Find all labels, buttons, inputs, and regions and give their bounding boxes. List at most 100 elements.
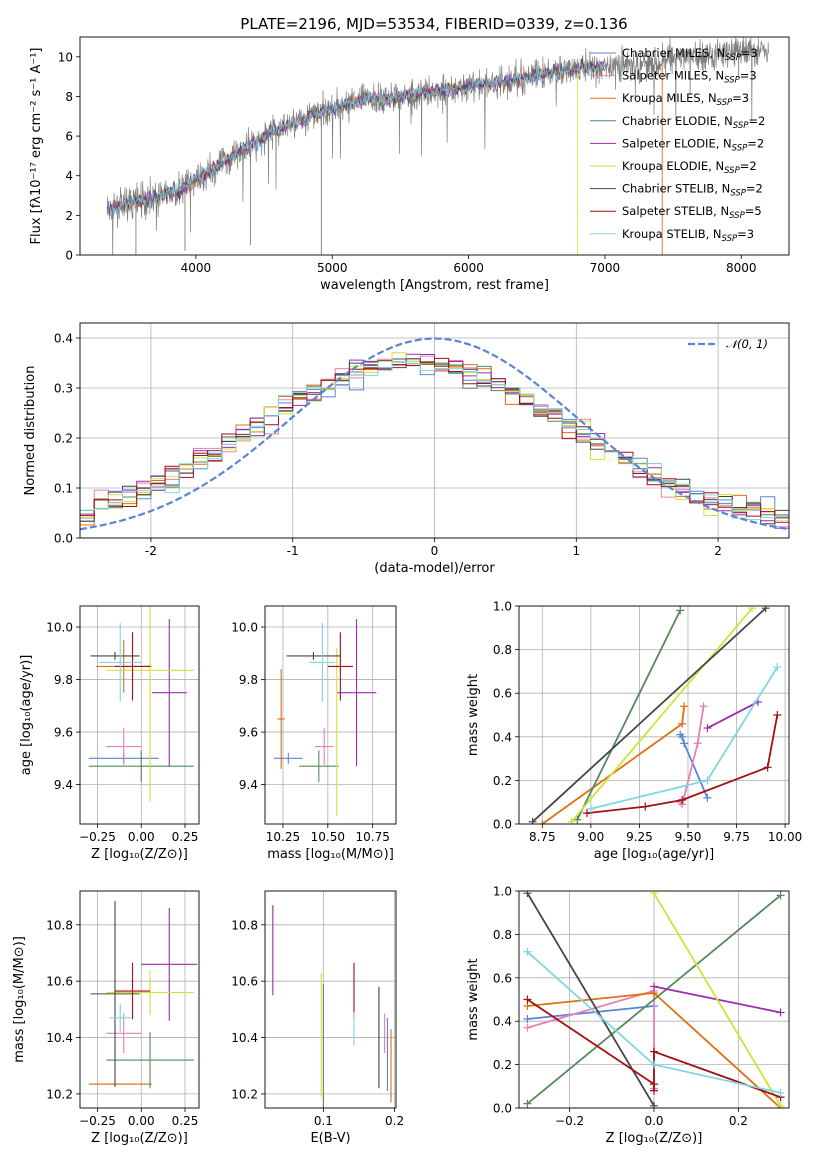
legend-text: Kroupa MILES, N bbox=[622, 91, 717, 105]
weight-marker-salpeter_miles bbox=[693, 739, 702, 748]
y-tick-label: 0.6 bbox=[493, 687, 512, 701]
model-spectrum-chabrier_stelib bbox=[106, 58, 606, 211]
x-axis-label: Z [log₁₀(Z/Z⊙)] bbox=[91, 1131, 188, 1146]
legend-value: =2 bbox=[746, 182, 763, 196]
legend-value: =5 bbox=[745, 204, 762, 218]
x-tick-label: 9.00 bbox=[578, 830, 605, 844]
y-tick-label: 10.8 bbox=[231, 918, 258, 932]
y-tick-label: 9.6 bbox=[54, 726, 73, 740]
legend-subscript: SSP bbox=[725, 53, 741, 63]
legend-entry: Salpeter STELIB, NSSP=5 bbox=[622, 204, 762, 221]
figure-title: PLATE=2196, MJD=53534, FIBERID=0339, z=0… bbox=[240, 15, 627, 33]
weight-marker-chabrier_miles bbox=[678, 732, 687, 741]
x-tick-label: 8000 bbox=[726, 261, 757, 275]
x-tick-label: 1 bbox=[572, 544, 580, 558]
x-axis-label: E(B-V) bbox=[310, 1131, 350, 1146]
y-tick-label: 10.0 bbox=[231, 621, 258, 635]
plot-area bbox=[528, 606, 782, 824]
y-tick-label: 10.8 bbox=[46, 918, 73, 932]
x-tick-label: 8.75 bbox=[529, 830, 556, 844]
y-tick-label: 0.2 bbox=[493, 774, 512, 788]
x-axis-label: mass [log₁₀(M/M⊙)] bbox=[267, 847, 394, 862]
y-tick-label: 10.4 bbox=[231, 1031, 258, 1045]
y-axis-label: mass weight bbox=[466, 958, 481, 1040]
weight-line-chabrier_elodie bbox=[526, 894, 782, 1105]
y-tick-label: 2 bbox=[65, 209, 73, 223]
y-tick-label: 0.4 bbox=[54, 332, 73, 346]
legend-text: Chabrier MILES, N bbox=[622, 46, 725, 60]
plot-area bbox=[272, 905, 392, 1108]
x-tick-label: 9.50 bbox=[675, 830, 702, 844]
legend-subscript: SSP bbox=[724, 76, 740, 86]
plot-area bbox=[80, 337, 789, 531]
legend-entry: Kroupa ELODIE, NSSP=2 bbox=[622, 159, 757, 176]
weight-line-chabrier_miles bbox=[527, 1005, 655, 1020]
y-tick-label: 0.2 bbox=[54, 432, 73, 446]
y-tick-label: 0 bbox=[65, 249, 73, 263]
y-axis-label: age [log₁₀(age/yr)] bbox=[19, 655, 34, 776]
y-tick-label: 0.8 bbox=[493, 928, 512, 942]
weight-marker-chabrier_miles bbox=[680, 739, 689, 748]
x-tick-label: 0.2 bbox=[385, 1114, 404, 1128]
x-tick-label: 10.75 bbox=[355, 830, 389, 844]
axes-frame bbox=[264, 605, 397, 825]
weight-marker-kroupa_miles bbox=[678, 719, 687, 728]
weight-marker-chabrier_miles bbox=[703, 793, 712, 802]
legend-text: Chabrier STELIB, N bbox=[622, 182, 730, 196]
weight-marker-chabrier_stelib bbox=[761, 606, 770, 613]
panel-mass_vs_ebv: 0.1 0.2 10.2 10.4 10.6 10.8 E(B-V) bbox=[231, 890, 404, 1146]
weight-marker-chabrier_elodie bbox=[523, 1099, 532, 1108]
weight-line-kroupa_elodie bbox=[570, 607, 753, 823]
weight-line-salpeter_elodie bbox=[706, 701, 759, 729]
x-axis-label: age [log₁₀(age/yr)] bbox=[594, 847, 715, 862]
weight-marker-salpeter_stelib bbox=[650, 1086, 658, 1095]
legend-text: Kroupa STELIB, N bbox=[622, 227, 722, 241]
y-tick-label: 0.1 bbox=[54, 482, 73, 496]
legend-value: =3 bbox=[732, 91, 749, 105]
weight-marker-kroupa_miles bbox=[680, 702, 689, 711]
legend-entry: Kroupa MILES, NSSP=3 bbox=[622, 91, 749, 108]
x-tick-label: 0.25 bbox=[172, 830, 199, 844]
x-tick-label: 4000 bbox=[181, 261, 212, 275]
x-tick-label: 5000 bbox=[317, 261, 348, 275]
weight-marker-kroupa_stelib bbox=[650, 1060, 658, 1069]
x-tick-label: 10.25 bbox=[266, 830, 300, 844]
panel-mass_vs_Z: −0.25 0.00 0.25 10.2 10.4 10.6 10.8 Z [log₁₀(Z/… bbox=[12, 890, 200, 1146]
y-axis-label: mass weight bbox=[466, 674, 481, 756]
panel-weight_vs_age: 8.75 9.00 9.25 9.50 9.75 10.00 0.0 0.2 0.4 0.6 0.8… bbox=[466, 600, 802, 863]
plot-area bbox=[523, 891, 785, 1108]
x-tick-label: -2 bbox=[145, 544, 157, 558]
y-tick-label: 10.6 bbox=[46, 975, 73, 989]
legend-entry: Salpeter MILES, NSSP=3 bbox=[622, 69, 757, 86]
panel-residuals: -2 -1 0 1 2 0.0 0.1 0.2 0.3 0.4 (data-model)/error… bbox=[23, 322, 790, 576]
weight-marker-chabrier_elodie bbox=[676, 606, 685, 615]
weight-marker-kroupa_elodie bbox=[567, 817, 576, 824]
weight-marker-salpeter_stelib bbox=[773, 711, 782, 719]
y-tick-label: 0.8 bbox=[493, 643, 512, 657]
legend-entry: Kroupa STELIB, NSSP=3 bbox=[622, 227, 754, 244]
y-tick-label: 1.0 bbox=[493, 600, 512, 614]
legend-value: =3 bbox=[741, 46, 758, 60]
x-tick-label: 0.25 bbox=[172, 1114, 199, 1128]
legend-text: Salpeter MILES, N bbox=[622, 69, 724, 83]
y-tick-label: 0.4 bbox=[493, 1015, 512, 1029]
legend-subscript: SSP bbox=[732, 143, 748, 153]
legend-subscript: SSP bbox=[717, 98, 733, 108]
y-tick-label: 6 bbox=[65, 130, 73, 144]
panel-age_vs_mass: 10.25 10.50 10.75 9.4 9.6 9.8 10.0 mass [log₁₀(… bbox=[231, 605, 397, 862]
y-axis-label: mass [log₁₀(M/M⊙)] bbox=[12, 936, 27, 1063]
x-tick-label: 0.2 bbox=[729, 1114, 748, 1128]
weight-marker-salpeter_elodie bbox=[776, 1008, 785, 1017]
weight-line-chabrier_elodie bbox=[576, 610, 682, 820]
axes-frame bbox=[79, 36, 790, 256]
weight-marker-salpeter_elodie bbox=[650, 982, 658, 991]
plot-area bbox=[273, 619, 377, 817]
y-tick-label: 0.4 bbox=[493, 730, 512, 744]
weight-marker-kroupa_stelib bbox=[523, 947, 532, 956]
y-tick-label: 0.2 bbox=[493, 1058, 512, 1072]
x-tick-label: −0.25 bbox=[79, 830, 116, 844]
axes-frame bbox=[518, 890, 790, 1109]
x-tick-label: 9.75 bbox=[723, 830, 750, 844]
legend-text: Chabrier ELODIE, N bbox=[622, 114, 733, 128]
model-spectrum-salpeter_elodie bbox=[106, 58, 606, 216]
